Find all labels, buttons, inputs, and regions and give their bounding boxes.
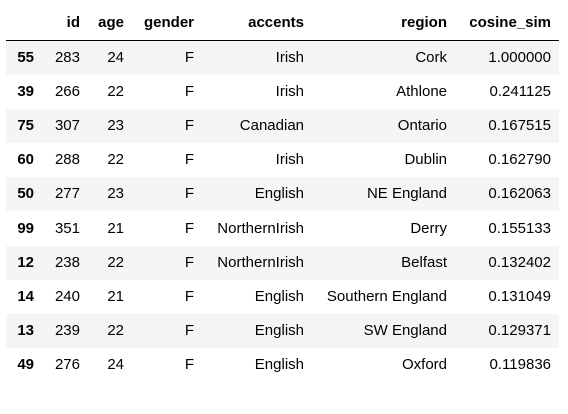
cell-accents: English bbox=[254, 356, 304, 374]
cell-region: Derry bbox=[410, 219, 447, 237]
cell-accents: Irish bbox=[275, 82, 304, 100]
cell-cosine-sim: 0.167515 bbox=[488, 116, 551, 134]
header-cosine-sim: cosine_sim bbox=[455, 6, 559, 41]
table-row: 13 239 22 F English SW England 0.129371 bbox=[6, 314, 559, 349]
header-row: id age gender accents region cosine_sim bbox=[6, 6, 559, 41]
cell-region: Oxford bbox=[401, 356, 447, 374]
row-index: 60 bbox=[17, 151, 34, 169]
cell-accents: English bbox=[254, 185, 304, 203]
cell-cosine-sim: 0.241125 bbox=[489, 82, 551, 100]
cell-cosine-sim: 0.162063 bbox=[488, 185, 551, 203]
cell-age: 22 bbox=[107, 82, 124, 100]
cell-cosine-sim: 0.131049 bbox=[488, 287, 551, 305]
table-row: 39 266 22 F Irish Athlone 0.241125 bbox=[6, 74, 559, 109]
cell-age: 23 bbox=[107, 185, 124, 203]
cell-id: 238 bbox=[54, 253, 80, 271]
header-index bbox=[6, 6, 42, 41]
cell-region: Belfast bbox=[401, 253, 447, 271]
table-body: 55 283 24 F Irish Cork 1.000000 39 266 2… bbox=[6, 40, 559, 383]
cell-region: Southern England bbox=[326, 287, 447, 305]
table-row: 99 351 21 F NorthernIrish Derry 0.155133 bbox=[6, 211, 559, 246]
cell-age: 21 bbox=[107, 219, 124, 237]
cell-gender: F bbox=[184, 253, 194, 271]
cell-cosine-sim: 1.000000 bbox=[488, 48, 551, 66]
header-accents: accents bbox=[202, 6, 312, 41]
cell-id: 283 bbox=[54, 48, 80, 66]
cell-cosine-sim: 0.155133 bbox=[488, 219, 551, 237]
cell-accents: Irish bbox=[275, 151, 304, 169]
cell-id: 266 bbox=[54, 82, 80, 100]
cell-id: 277 bbox=[54, 185, 80, 203]
table-header: id age gender accents region cosine_sim bbox=[6, 6, 559, 41]
header-age: age bbox=[88, 6, 132, 41]
cell-id: 307 bbox=[54, 116, 80, 134]
cell-cosine-sim: 0.119836 bbox=[489, 356, 551, 374]
header-region: region bbox=[312, 6, 455, 41]
cell-age: 22 bbox=[107, 322, 124, 340]
dataframe-table: id age gender accents region cosine_sim … bbox=[6, 6, 559, 383]
cell-cosine-sim: 0.132402 bbox=[488, 253, 551, 271]
row-index: 14 bbox=[17, 287, 34, 305]
cell-gender: F bbox=[184, 356, 194, 374]
cell-age: 21 bbox=[107, 287, 124, 305]
cell-gender: F bbox=[184, 48, 194, 66]
row-index: 99 bbox=[17, 219, 34, 237]
row-index: 39 bbox=[17, 82, 34, 100]
row-index: 49 bbox=[17, 356, 34, 374]
cell-id: 276 bbox=[54, 356, 80, 374]
cell-cosine-sim: 0.129371 bbox=[488, 322, 551, 340]
cell-gender: F bbox=[184, 322, 194, 340]
table-row: 75 307 23 F Canadian Ontario 0.167515 bbox=[6, 108, 559, 144]
header-gender: gender bbox=[132, 6, 202, 41]
cell-age: 24 bbox=[107, 48, 124, 66]
table-row: 49 276 24 F English Oxford 0.119836 bbox=[6, 348, 559, 383]
cell-gender: F bbox=[184, 185, 194, 203]
row-index: 50 bbox=[17, 185, 34, 203]
cell-gender: F bbox=[184, 116, 194, 134]
cell-accents: Irish bbox=[275, 48, 304, 66]
row-index: 12 bbox=[17, 253, 34, 271]
cell-region: Dublin bbox=[404, 151, 447, 169]
cell-accents: English bbox=[254, 287, 304, 305]
cell-region: Ontario bbox=[397, 116, 447, 134]
cell-id: 351 bbox=[54, 219, 80, 237]
table-row: 60 288 22 F Irish Dublin 0.162790 bbox=[6, 143, 559, 178]
cell-gender: F bbox=[184, 151, 194, 169]
cell-id: 240 bbox=[54, 287, 80, 305]
cell-id: 239 bbox=[54, 322, 80, 340]
table-row: 50 277 23 F English NE England 0.162063 bbox=[6, 177, 559, 212]
table-row: 12 238 22 F NorthernIrish Belfast 0.1324… bbox=[6, 245, 559, 280]
table-row: 14 240 21 F English Southern England 0.1… bbox=[6, 279, 559, 314]
cell-cosine-sim: 0.162790 bbox=[488, 151, 551, 169]
row-index: 75 bbox=[17, 116, 34, 134]
cell-region: NE England bbox=[366, 185, 447, 203]
row-index: 13 bbox=[17, 322, 34, 340]
cell-region: SW England bbox=[363, 322, 447, 340]
cell-accents: NorthernIrish bbox=[217, 253, 304, 271]
cell-age: 22 bbox=[107, 253, 124, 271]
cell-gender: F bbox=[184, 219, 194, 237]
table-row: 55 283 24 F Irish Cork 1.000000 bbox=[6, 40, 559, 75]
cell-accents: Canadian bbox=[239, 116, 304, 134]
cell-region: Athlone bbox=[396, 82, 447, 100]
cell-age: 22 bbox=[107, 151, 124, 169]
cell-id: 288 bbox=[54, 151, 80, 169]
cell-region: Cork bbox=[415, 48, 447, 66]
cell-accents: NorthernIrish bbox=[217, 219, 304, 237]
cell-age: 23 bbox=[107, 116, 124, 134]
cell-age: 24 bbox=[107, 356, 124, 374]
cell-gender: F bbox=[184, 82, 194, 100]
cell-accents: English bbox=[254, 322, 304, 340]
cell-gender: F bbox=[184, 287, 194, 305]
header-id: id bbox=[42, 6, 88, 41]
row-index: 55 bbox=[17, 48, 34, 66]
